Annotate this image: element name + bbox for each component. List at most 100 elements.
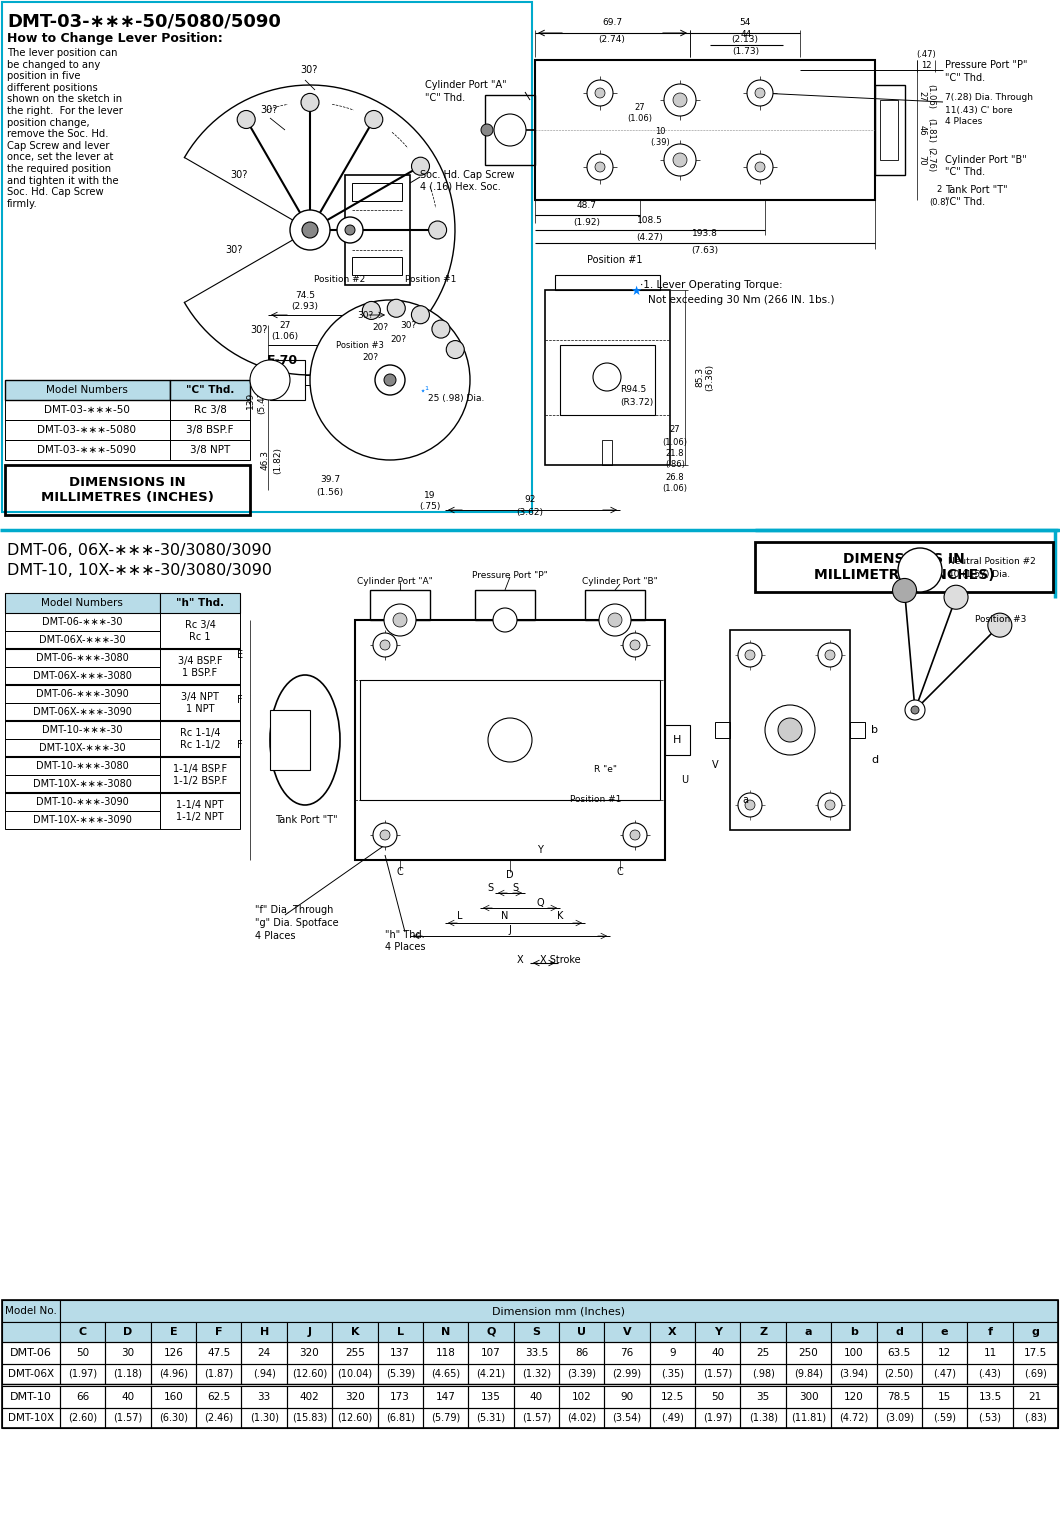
Bar	[196, 1322, 242, 1341]
Text: Position #1: Position #1	[570, 796, 621, 805]
Circle shape	[373, 633, 398, 658]
Text: Pressure Port "P": Pressure Port "P"	[472, 571, 548, 580]
Bar	[5, 703, 160, 722]
Bar	[5, 399, 170, 419]
Bar	[160, 592, 240, 614]
Text: (1.97): (1.97)	[703, 1413, 732, 1423]
Bar	[423, 1341, 469, 1364]
Text: Model Numbers: Model Numbers	[41, 598, 123, 608]
Text: F: F	[237, 696, 243, 705]
Text: C: C	[396, 867, 404, 876]
Bar	[287, 1364, 332, 1384]
Text: DMT-10-∗∗∗-3090: DMT-10-∗∗∗-3090	[36, 797, 128, 807]
Circle shape	[337, 217, 363, 243]
Text: Z: Z	[759, 1328, 767, 1337]
Bar	[535, 59, 874, 201]
Text: 40: 40	[711, 1347, 724, 1358]
Bar	[344, 175, 410, 286]
Text: J: J	[307, 1328, 312, 1337]
Bar	[968, 1385, 1012, 1408]
Bar	[850, 722, 865, 738]
Circle shape	[384, 605, 416, 636]
Bar	[716, 722, 730, 738]
Circle shape	[384, 374, 396, 386]
Text: ⋆¹: ⋆¹	[420, 384, 430, 395]
Bar	[555, 275, 660, 290]
Bar	[60, 1341, 105, 1364]
Circle shape	[587, 153, 613, 179]
Circle shape	[488, 718, 532, 763]
Text: 21.8: 21.8	[666, 448, 685, 457]
Text: 50: 50	[76, 1347, 89, 1358]
Bar	[968, 1341, 1012, 1364]
Bar	[604, 1385, 650, 1408]
Text: R "e": R "e"	[594, 766, 617, 775]
Text: Cylinder Port "A": Cylinder Port "A"	[357, 577, 432, 586]
Bar	[604, 1322, 650, 1341]
Bar	[151, 1322, 196, 1341]
Bar	[352, 257, 402, 275]
Text: 85.3
(3.36): 85.3 (3.36)	[695, 363, 714, 390]
Text: 3/4 NPT
1 NPT: 3/4 NPT 1 NPT	[181, 693, 219, 714]
Text: (.35): (.35)	[660, 1369, 684, 1379]
Text: 35: 35	[757, 1391, 770, 1402]
Text: 10: 10	[655, 128, 666, 137]
Text: (1.57): (1.57)	[522, 1413, 551, 1423]
Bar	[2, 1364, 60, 1384]
Bar	[695, 1364, 741, 1384]
Circle shape	[393, 614, 407, 627]
Text: (1.57): (1.57)	[113, 1413, 143, 1423]
Text: (.49): (.49)	[661, 1413, 684, 1423]
Bar	[160, 649, 240, 685]
Text: DIMENSIONS IN
MILLIMETRES (INCHES): DIMENSIONS IN MILLIMETRES (INCHES)	[40, 475, 213, 504]
Text: f: f	[988, 1328, 992, 1337]
Circle shape	[310, 299, 470, 460]
Bar	[2, 1300, 1058, 1428]
Text: R94.5: R94.5	[620, 386, 647, 395]
Bar	[170, 399, 250, 419]
Text: 20?: 20?	[372, 324, 388, 333]
Text: (.39): (.39)	[650, 138, 670, 146]
Bar	[370, 589, 430, 620]
Text: 30?: 30?	[400, 321, 417, 330]
Text: X Stroke: X Stroke	[540, 955, 580, 965]
Text: (1.06): (1.06)	[662, 437, 688, 447]
Bar	[5, 793, 160, 811]
Text: (3.54): (3.54)	[613, 1413, 641, 1423]
Bar	[332, 1408, 377, 1428]
Bar	[5, 441, 170, 460]
Text: (15.83): (15.83)	[292, 1413, 328, 1423]
Text: 1-1/4 NPT
1-1/2 NPT: 1-1/4 NPT 1-1/2 NPT	[176, 801, 224, 822]
Text: Soc. Hd. Cap Screw
4 (.16) Hex. Soc.: Soc. Hd. Cap Screw 4 (.16) Hex. Soc.	[420, 170, 514, 191]
Circle shape	[673, 93, 687, 106]
Text: ★: ★	[630, 286, 641, 298]
Bar	[60, 1364, 105, 1384]
Text: (2.93): (2.93)	[292, 302, 318, 311]
Text: X: X	[668, 1328, 676, 1337]
Text: (.43): (.43)	[978, 1369, 1002, 1379]
Text: 27: 27	[280, 321, 290, 330]
Text: (6.81): (6.81)	[386, 1413, 414, 1423]
Circle shape	[911, 706, 919, 714]
Bar	[2, 2, 532, 512]
Text: (2.46): (2.46)	[205, 1413, 233, 1423]
Text: (.69): (.69)	[1024, 1369, 1047, 1379]
Bar	[922, 1364, 968, 1384]
Text: 19: 19	[424, 491, 436, 500]
Bar	[559, 1408, 604, 1428]
Text: 20?: 20?	[361, 354, 378, 363]
Bar	[604, 1341, 650, 1364]
Text: (.94): (.94)	[252, 1369, 276, 1379]
Text: C: C	[78, 1328, 87, 1337]
Bar	[377, 1385, 423, 1408]
Circle shape	[595, 163, 605, 172]
Text: E: E	[170, 1328, 177, 1337]
Text: DMT-06, 06X-∗∗∗-30/3080/3090: DMT-06, 06X-∗∗∗-30/3080/3090	[7, 542, 271, 557]
Text: ⋅1. Lever Operating Torque:: ⋅1. Lever Operating Torque:	[640, 279, 782, 290]
Bar	[604, 1364, 650, 1384]
Text: d: d	[871, 755, 879, 766]
Text: Q: Q	[487, 1328, 496, 1337]
Text: (.75): (.75)	[420, 503, 441, 512]
Text: 108.5: 108.5	[637, 216, 662, 225]
Bar	[151, 1408, 196, 1428]
